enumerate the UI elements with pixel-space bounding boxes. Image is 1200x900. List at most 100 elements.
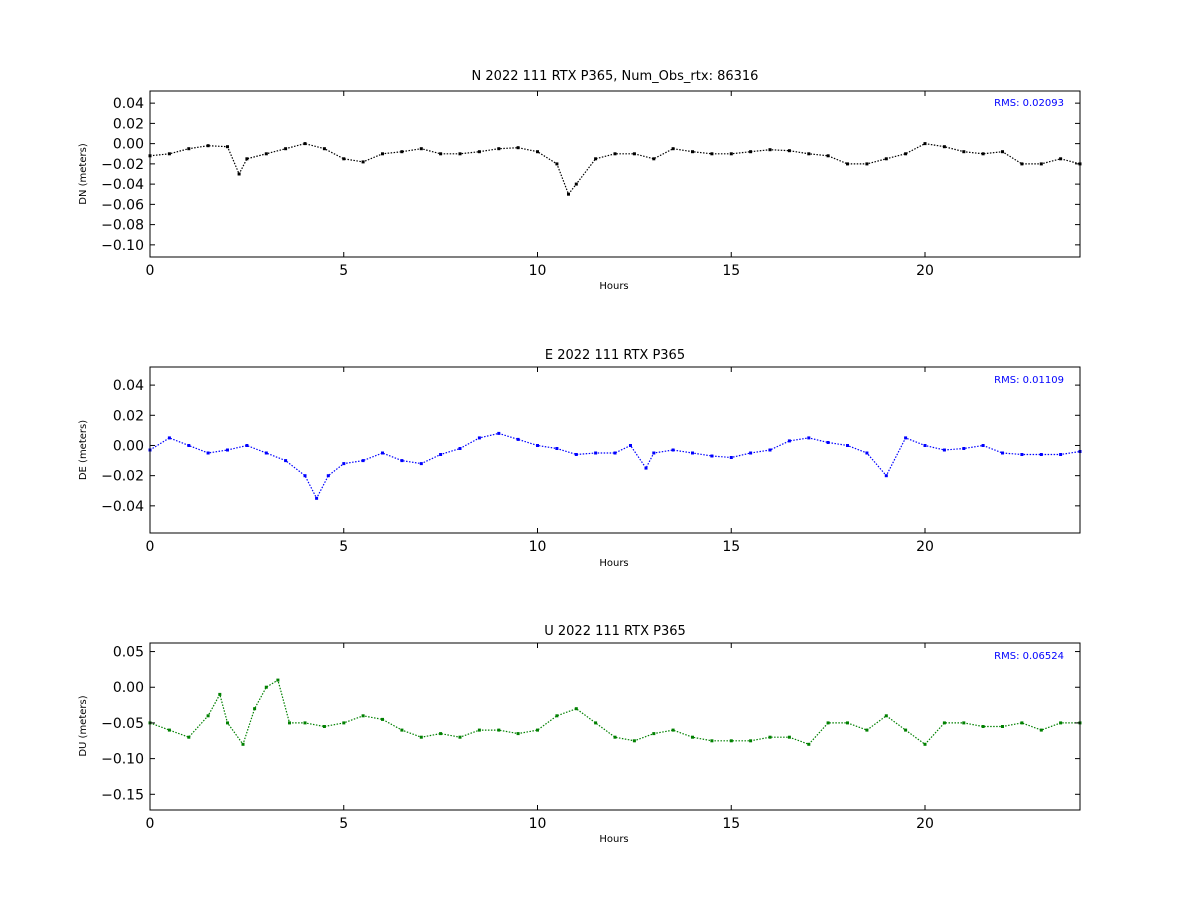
data-point [787, 735, 791, 739]
x-tick-label: 15 [722, 816, 740, 832]
x-tick-label: 15 [722, 263, 740, 279]
data-point [284, 147, 288, 151]
data-point [361, 459, 365, 463]
x-tick-label: 15 [722, 539, 740, 555]
data-point [787, 439, 791, 443]
y-tick-label: −0.02 [101, 157, 144, 173]
series-line [149, 679, 1080, 746]
data-point [516, 437, 520, 441]
y-tick-label: −0.08 [101, 218, 144, 234]
data-point [419, 147, 423, 151]
data-point [710, 454, 714, 458]
data-point [555, 714, 559, 718]
y-tick-label: −0.10 [101, 238, 144, 254]
data-point [865, 728, 869, 732]
data-point [865, 451, 869, 455]
panel-dn: N 2022 111 RTX P365, Num_Obs_rtx: 86316 … [78, 69, 1082, 292]
panel-title: N 2022 111 RTX P365, Num_Obs_rtx: 86316 [472, 69, 759, 84]
panel-du: U 2022 111 RTX P365 DU (meters) Hours RM… [78, 624, 1082, 845]
data-point [1020, 453, 1024, 456]
data-point [846, 721, 849, 725]
data-point [613, 735, 617, 739]
data-point [865, 162, 869, 166]
data-point [555, 447, 559, 450]
data-point [342, 157, 346, 161]
data-point [594, 451, 598, 455]
x-tick-label: 20 [916, 539, 934, 555]
data-point [1020, 721, 1024, 725]
data-point [904, 152, 908, 156]
y-tick-label: 0.02 [113, 408, 144, 424]
data-point [904, 436, 908, 440]
data-point [691, 735, 694, 739]
panel-title: U 2022 111 RTX P365 [544, 624, 686, 639]
data-point [574, 182, 578, 186]
data-point [846, 162, 849, 166]
y-tick-label: −0.15 [101, 787, 144, 803]
y-tick-label: 0.04 [113, 378, 144, 394]
data-point [594, 157, 598, 161]
data-point [884, 714, 888, 718]
data-point [264, 152, 268, 156]
data-point [826, 721, 830, 725]
data-point [361, 160, 365, 164]
data-point [807, 742, 811, 746]
data-point [284, 459, 288, 463]
x-tick-label: 10 [529, 539, 547, 555]
data-point [400, 728, 404, 732]
data-point [884, 474, 888, 478]
y-axis-label: DU (meters) [78, 695, 89, 756]
data-point [536, 444, 539, 447]
data-point [381, 451, 384, 455]
data-point [768, 448, 772, 452]
data-point [749, 150, 753, 154]
data-point [594, 721, 598, 725]
data-point [1039, 162, 1043, 166]
data-point [1059, 157, 1063, 161]
data-point [768, 148, 772, 152]
data-point [749, 451, 753, 455]
data-point [652, 732, 656, 736]
data-point [497, 728, 501, 732]
data-point [419, 462, 423, 466]
data-point [322, 725, 326, 728]
data-point [516, 732, 520, 736]
y-tick-label: 0.00 [113, 137, 144, 153]
y-tick-label: −0.06 [101, 197, 144, 213]
data-point [439, 152, 443, 156]
data-point [962, 150, 966, 154]
plot-frame [149, 90, 1081, 258]
data-point [167, 728, 171, 732]
plot-frame [149, 366, 1081, 534]
data-point [218, 692, 222, 696]
y-tick-label: 0.00 [113, 680, 144, 696]
x-tick-label: 5 [339, 263, 348, 279]
data-point [361, 714, 365, 718]
data-point [613, 451, 617, 455]
y-tick-label: 0.04 [113, 96, 144, 112]
data-point [303, 474, 307, 478]
data-point [904, 728, 908, 732]
data-point [923, 142, 927, 146]
data-point [226, 448, 229, 452]
data-point [477, 150, 481, 154]
data-point [884, 157, 888, 161]
x-tick-label: 0 [146, 539, 155, 555]
data-point [303, 142, 307, 146]
data-point [923, 444, 927, 447]
data-point [942, 145, 946, 149]
data-point [1001, 725, 1004, 728]
data-point [729, 739, 733, 743]
data-point [264, 685, 268, 689]
data-point [613, 152, 617, 156]
data-point [729, 456, 733, 459]
data-point [923, 742, 927, 746]
data-point [1039, 453, 1043, 456]
x-axis-label: Hours [599, 558, 628, 569]
data-point [1039, 728, 1043, 732]
data-point [981, 444, 985, 447]
data-point [187, 735, 191, 739]
data-point [226, 145, 229, 149]
data-point [807, 436, 811, 440]
x-tick-label: 5 [339, 539, 348, 555]
